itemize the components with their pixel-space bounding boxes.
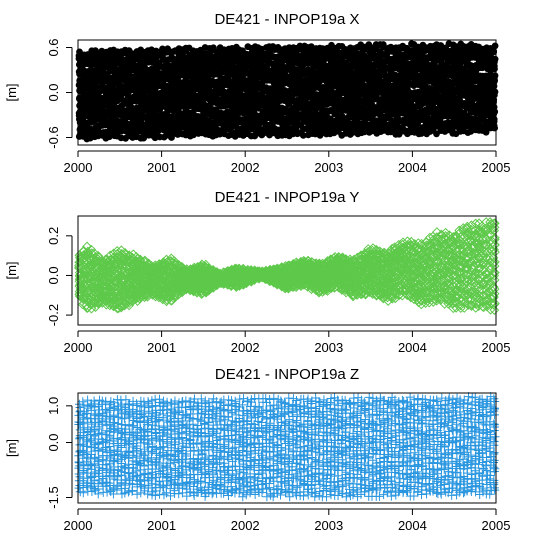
y-axis-label-y: [m] <box>4 261 19 279</box>
chart-title-x: DE421 - INPOP19a X <box>214 11 359 28</box>
data-point <box>220 88 227 96</box>
y-tick-label: 0.0 <box>46 83 61 101</box>
x-tick-label: 2004 <box>398 160 427 175</box>
data-point <box>491 72 499 80</box>
x-tick-label: 2001 <box>147 160 176 175</box>
data-points-x <box>75 40 499 143</box>
y-tick-label: 0.6 <box>46 38 61 56</box>
chart-title-y: DE421 - INPOP19a Y <box>215 189 360 206</box>
x-tick-label: 2002 <box>231 160 260 175</box>
x-tick-label: 2000 <box>64 160 93 175</box>
data-point <box>204 72 212 80</box>
data-points-y <box>74 217 500 315</box>
y-axis-label-x: [m] <box>4 83 19 101</box>
data-point <box>147 126 155 133</box>
data-point <box>117 127 125 134</box>
x-tick-label: 2003 <box>314 160 343 175</box>
y-tick-label: -0.6 <box>46 126 61 148</box>
data-point <box>491 42 499 50</box>
data-point <box>212 106 220 114</box>
x-tick-label: 2005 <box>482 160 511 175</box>
data-point <box>87 77 94 85</box>
data-point <box>109 85 117 93</box>
data-point <box>491 88 499 96</box>
chart-panel-x: DE421 - INPOP19a X [m] 2000 2001 2002 2003 200… <box>4 11 510 175</box>
data-point <box>491 55 499 63</box>
chart-panel-y: DE421 - INPOP19a Y[m]2000 2001 2002 2003 200… <box>4 189 510 355</box>
